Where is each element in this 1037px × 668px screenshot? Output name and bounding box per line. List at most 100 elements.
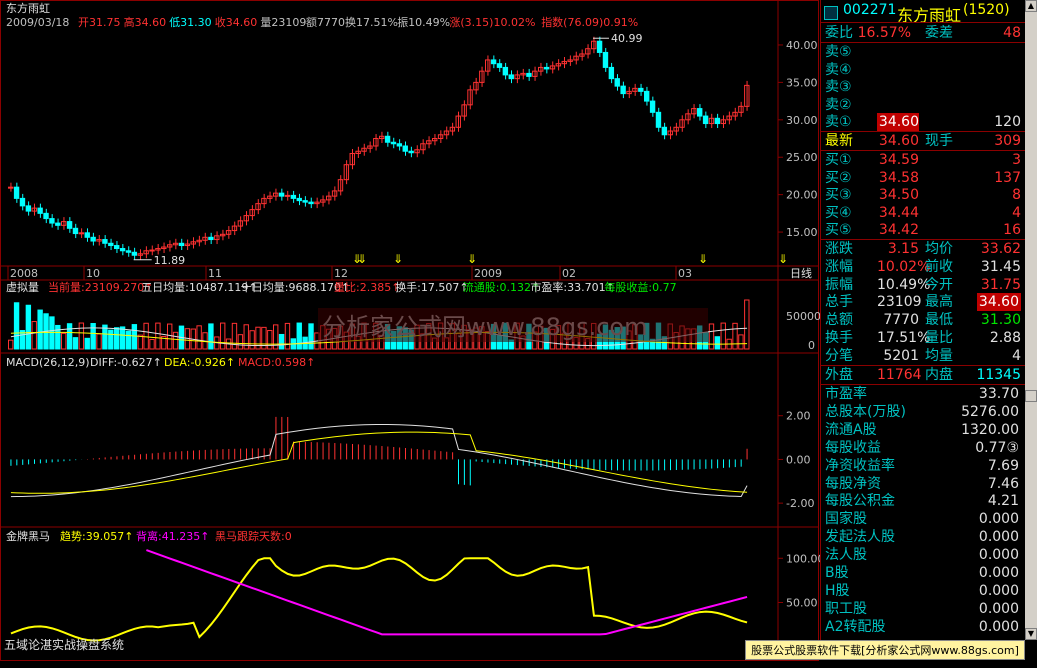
fundamental-value: 0.000 [978,565,1019,581]
scrollbar[interactable]: ▲ ▼ [1025,0,1037,640]
candle [13,186,20,199]
candle [426,140,432,145]
x-axis-label: 03 [678,267,692,280]
fundamental-row: 每股净资 7.46 [825,475,1023,493]
info-item: 2009/03/18 [6,16,69,29]
volume-bar [90,323,96,350]
fundamental-row: 发起法人股 0.000 [825,528,1023,546]
volume-bar [278,333,285,350]
volume-bar [61,332,67,350]
system-label: 五域论湛实战操盘系统 [4,638,125,652]
latest-row: 最新 34.60 现手 309 [825,132,1023,150]
candle [591,40,597,50]
candle [96,239,102,242]
candle [261,197,267,205]
stat-value-2: 2.88 [989,330,1021,346]
stock-code-num: (1520) [963,2,1010,18]
stat-value-2: 31.45 [980,258,1021,275]
candle [255,203,261,211]
chart-area[interactable]: 东方雨虹 2009/03/18 开31.75 高34.60 低31.30 收34.60 量2… [0,0,820,668]
volume-bar [102,324,108,350]
outer-inner-row: 外盘 11764 内盘 11345 [825,366,1023,384]
buy-row: 买④ 34.44 4 [825,204,1023,222]
candle [331,190,338,197]
outer-label: 外盘 [825,367,853,383]
info-item: 涨(3.15)10.02% [449,16,535,29]
volume-stat: 十日均量:9688.170↑ [241,280,350,294]
candle [567,59,573,62]
volume-stat: 当前量:23109.270↑ [48,280,153,294]
candle [449,126,456,132]
period-label: 日线 [790,266,812,280]
fundamental-value: 7.46 [987,475,1019,492]
volume-bar [143,322,149,350]
candle [155,248,161,251]
volume-bar [261,326,267,350]
buy-volume: 3 [1012,152,1021,168]
ratio-row: 委比 16.57% 委差 48 [825,24,1023,42]
scroll-thumb[interactable] [1025,390,1037,402]
fundamental-label: B股 [825,565,849,581]
fundamental-value: 0.77③ [975,439,1019,456]
scroll-up-icon[interactable]: ▲ [1025,0,1037,12]
candle [455,115,461,128]
macd-value: MACD:0.598↑ [238,356,315,369]
candle [479,70,485,83]
candle [31,207,37,212]
sell-label: 卖⑤ [825,44,852,60]
info-item: 收34.60 [215,15,257,29]
fundamental-value: 0.000 [978,511,1019,528]
fundamental-label: A2转配股 [825,618,886,635]
candle [644,90,650,102]
fundamental-label: 每股公积金 [825,493,895,510]
stat-label: 涨跌 [825,241,853,257]
volume-bar [231,322,238,350]
candle [114,245,120,250]
candle [596,40,603,53]
volume-bar [284,322,291,350]
stat-row: 分笔 5201 均量 4 [825,347,1023,365]
volume-bar [738,334,744,350]
fundamental-label: 净资收益率 [825,457,895,474]
candle [314,201,320,205]
candle [78,232,85,235]
buy-price: 34.42 [878,222,919,238]
ratio-label: 委比 [825,25,853,41]
sell-price: 34.60 [877,113,919,131]
scroll-down-icon[interactable]: ▼ [1025,628,1037,640]
candle [514,74,520,80]
x-axis-label: 2009 [474,267,502,280]
candle [443,130,450,136]
event-marker-icon: ⇓ [352,252,362,266]
fundamental-label: 每股净资 [825,475,881,492]
volume-tick-label: 0 [808,339,815,352]
volume-bar [19,330,26,350]
candle [37,207,43,214]
candle [708,117,715,125]
footer-link[interactable]: 股票公式股票软件下载[分析家公式网www.88gs.com] [745,640,1025,660]
horse-deviation-line [146,549,748,636]
candle [461,104,467,117]
sell-label: 卖③ [825,79,852,95]
grid-icon[interactable] [824,6,838,20]
volume-bar [308,323,314,350]
candle [384,135,391,143]
sell-label: 卖④ [825,61,852,78]
candle [108,242,114,247]
candle [326,195,332,201]
stock-code: 002271 [843,2,897,18]
macd-dea-line [10,431,748,494]
candle [25,205,32,212]
info-item: 换17.51% [345,15,398,29]
sell-row: 卖② [825,96,1023,114]
stat-row: 振幅 10.49% 今开 31.75 [825,276,1023,294]
stat-label-2: 均价 [925,241,953,257]
info-item: 振10.49% [397,15,450,29]
candle [473,81,479,91]
candle [143,250,149,255]
stat-value-2: 31.30 [980,312,1021,329]
volume-bar [8,339,14,350]
volume-bar [49,316,55,350]
fundamental-row: 法人股 0.000 [825,546,1023,564]
candle [43,212,49,220]
